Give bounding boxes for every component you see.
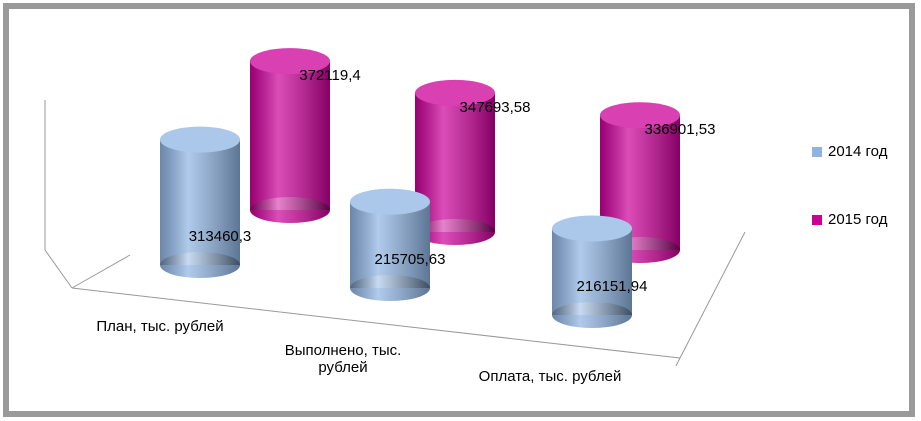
legend-label: 2014 год: [828, 143, 888, 160]
cylinder-top: [350, 188, 430, 215]
value-label: 313460,3: [189, 228, 252, 245]
value-label: 216151,94: [577, 278, 648, 295]
cylinder-top: [552, 215, 632, 242]
value-label: 372119,4: [299, 67, 360, 84]
cylinder-top: [600, 102, 680, 129]
cylinder: [160, 126, 240, 278]
cylinder-top-light: [160, 126, 240, 153]
value-label: 215705,63: [375, 251, 446, 268]
value-label: 336901,53: [645, 121, 716, 138]
legend-label: 2015 год: [828, 211, 888, 228]
cylinder-body-shade: [250, 61, 330, 211]
cylinder-top: [160, 126, 240, 153]
cylinder-top-light: [250, 48, 330, 75]
floor: [44, 100, 746, 367]
cylinder-top: [415, 79, 495, 106]
legend-swatch: [812, 215, 822, 225]
cylinder-body-shade: [350, 201, 430, 288]
cylinder-top-light: [600, 102, 680, 129]
x-tick-label: Оплата, тыс. рублей: [478, 368, 622, 385]
cylinder-top-light: [350, 188, 430, 215]
x-tick-label: План, тыс. рублей: [96, 318, 224, 335]
cylinder: [552, 215, 632, 328]
legend-swatch: [812, 147, 822, 157]
cylinder-top-light: [552, 215, 632, 242]
cylinder: [350, 188, 430, 301]
value-label: 347693,58: [460, 99, 531, 116]
cylinder-top: [250, 48, 330, 75]
cylinder-body-shade: [160, 139, 240, 265]
x-tick-label: Выполнено, тыс. рублей: [284, 342, 402, 376]
cylinder-body-shade: [552, 228, 632, 315]
cylinder-top-light: [415, 79, 495, 106]
cylinder: [250, 48, 330, 223]
